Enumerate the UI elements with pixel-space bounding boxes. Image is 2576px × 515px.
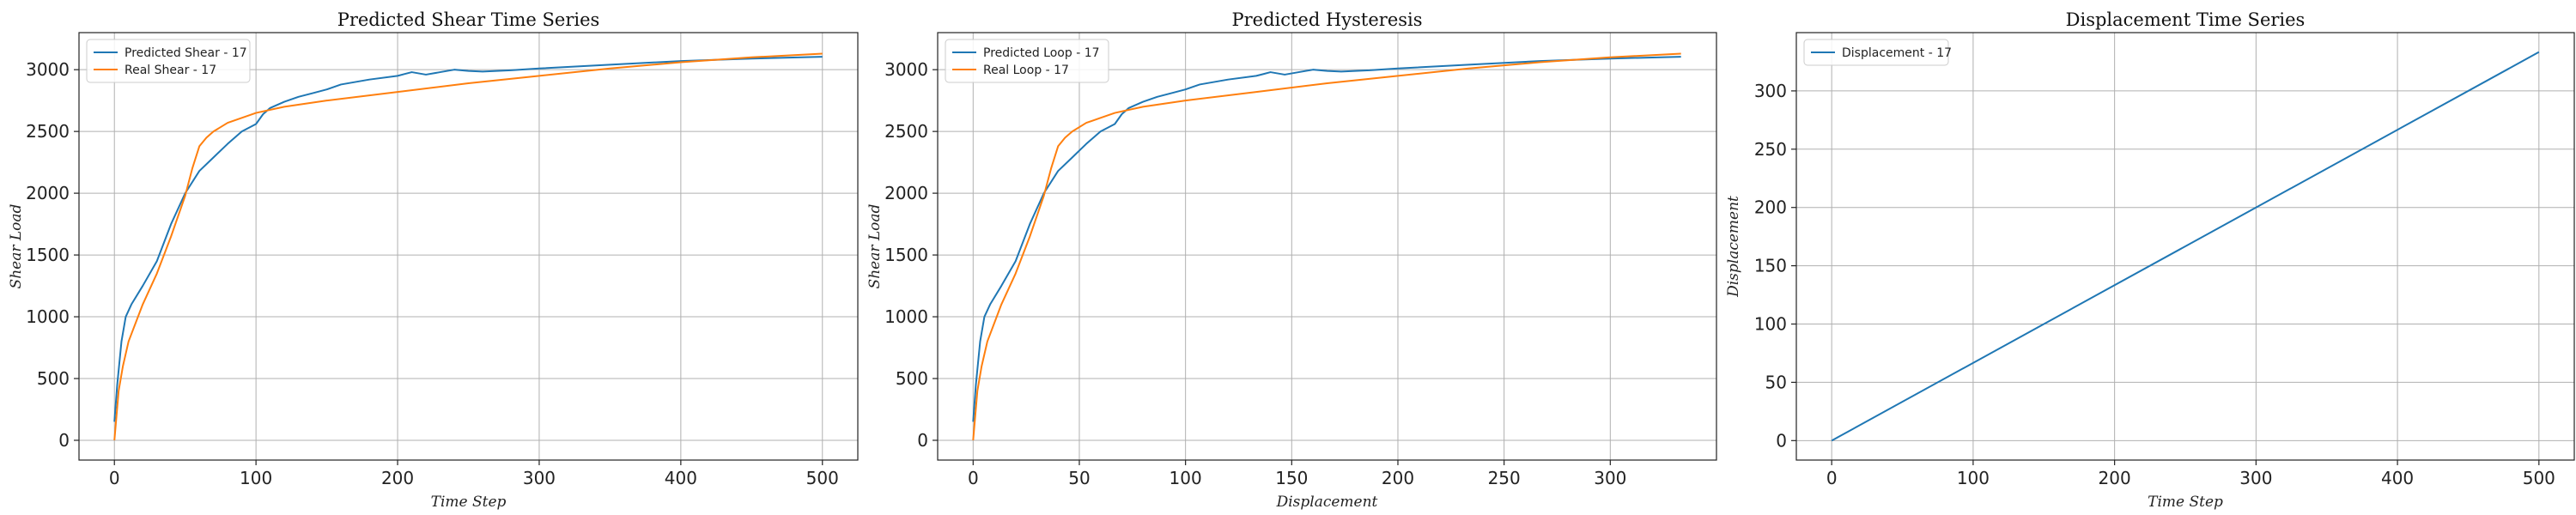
x-tick-label: 100	[1170, 468, 1202, 488]
y-axis-label: Displacement	[1725, 196, 1742, 298]
x-tick-label: 150	[1275, 468, 1308, 488]
legend-label: Predicted Loop - 17	[983, 46, 1100, 60]
y-axis-label: Shear Load	[8, 203, 25, 288]
series-line-1	[1831, 51, 2540, 442]
y-tick-label: 3000	[26, 59, 70, 80]
y-tick-label: 100	[1754, 314, 1787, 335]
legend: Predicted Shear - 17 Real Shear - 17	[86, 39, 251, 83]
x-tick-label: 100	[1957, 468, 1990, 488]
y-tick-label: 1500	[884, 245, 928, 265]
chart-panel-1: 0 100 200 300 400 500 0 500 1000 1500 2000 2500 3000…	[8, 9, 859, 511]
legend: Displacement - 17	[1803, 39, 1952, 66]
legend-label: Predicted Shear - 17	[125, 46, 247, 60]
y-tick-label: 500	[896, 368, 928, 389]
x-tick-label: 300	[2239, 468, 2272, 488]
y-tick-label: 0	[1776, 430, 1787, 451]
x-tick-label: 0	[1826, 468, 1838, 488]
x-tick-label: 500	[2523, 468, 2555, 488]
x-tick-label: 300	[1594, 468, 1626, 488]
legend-label: Displacement - 17	[1842, 46, 1952, 60]
x-tick-label: 200	[381, 468, 414, 488]
x-axis-label: Displacement	[1276, 494, 1378, 511]
y-tick-label: 250	[1754, 139, 1787, 160]
x-axis-label: Time Step	[2148, 494, 2223, 511]
y-tick-label: 1500	[26, 245, 70, 265]
x-tick-label: 400	[665, 468, 697, 488]
y-tick-label: 50	[1765, 372, 1787, 392]
legend-box	[1803, 39, 1949, 66]
x-tick-label: 50	[1068, 468, 1090, 488]
y-tick-label: 200	[1754, 197, 1787, 218]
x-tick-label: 0	[968, 468, 979, 488]
legend-label: Real Loop - 17	[983, 64, 1069, 77]
series-line-2	[972, 52, 1681, 441]
y-tick-label: 2000	[26, 183, 70, 203]
series-line-1	[972, 56, 1681, 422]
legend-box	[86, 39, 251, 83]
y-tick-label: 2500	[884, 121, 928, 142]
chart-panel-3: 0 100 200 300 400 500 0 50 100 150 200 250 300 Displa…	[1725, 9, 2575, 511]
x-tick-label: 250	[1488, 468, 1521, 488]
y-tick-label: 500	[37, 368, 70, 389]
y-tick-label: 0	[58, 430, 70, 451]
y-tick-label: 300	[1754, 81, 1787, 101]
chart-panel-2: 0 50 100 150 200 250 3000500100015002000250030…	[866, 9, 1717, 511]
legend-label: Real Shear - 17	[125, 64, 216, 77]
x-tick-label: 200	[1382, 468, 1414, 488]
plot-frame	[78, 32, 859, 461]
series-line-1	[113, 56, 823, 422]
x-tick-label: 0	[109, 468, 120, 488]
x-axis-label: Time Step	[431, 494, 507, 511]
y-tick-label: 1000	[26, 306, 70, 327]
legend: Predicted Loop - 17 Real Loop - 17	[945, 39, 1109, 83]
y-tick-label: 3000	[884, 59, 928, 80]
plot-frame	[1795, 32, 2575, 461]
x-tick-label: 300	[523, 468, 556, 488]
chart-title: Predicted Shear Time Series	[337, 9, 600, 30]
series-line-2	[113, 52, 823, 441]
x-tick-label: 500	[806, 468, 839, 488]
y-tick-label: 2000	[884, 183, 928, 203]
y-axis-label: Shear Load	[866, 203, 884, 288]
chart-title: Displacement Time Series	[2066, 9, 2306, 30]
y-tick-label: 150	[1754, 256, 1787, 276]
y-tick-label: 0	[917, 430, 928, 451]
x-tick-label: 200	[2099, 468, 2131, 488]
legend-box	[945, 39, 1109, 83]
plot-frame	[937, 32, 1717, 461]
y-tick-label: 1000	[884, 306, 928, 327]
y-tick-label: 2500	[26, 121, 70, 142]
chart-title: Predicted Hysteresis	[1231, 9, 1422, 30]
x-tick-label: 100	[240, 468, 272, 488]
x-tick-label: 400	[2381, 468, 2414, 488]
